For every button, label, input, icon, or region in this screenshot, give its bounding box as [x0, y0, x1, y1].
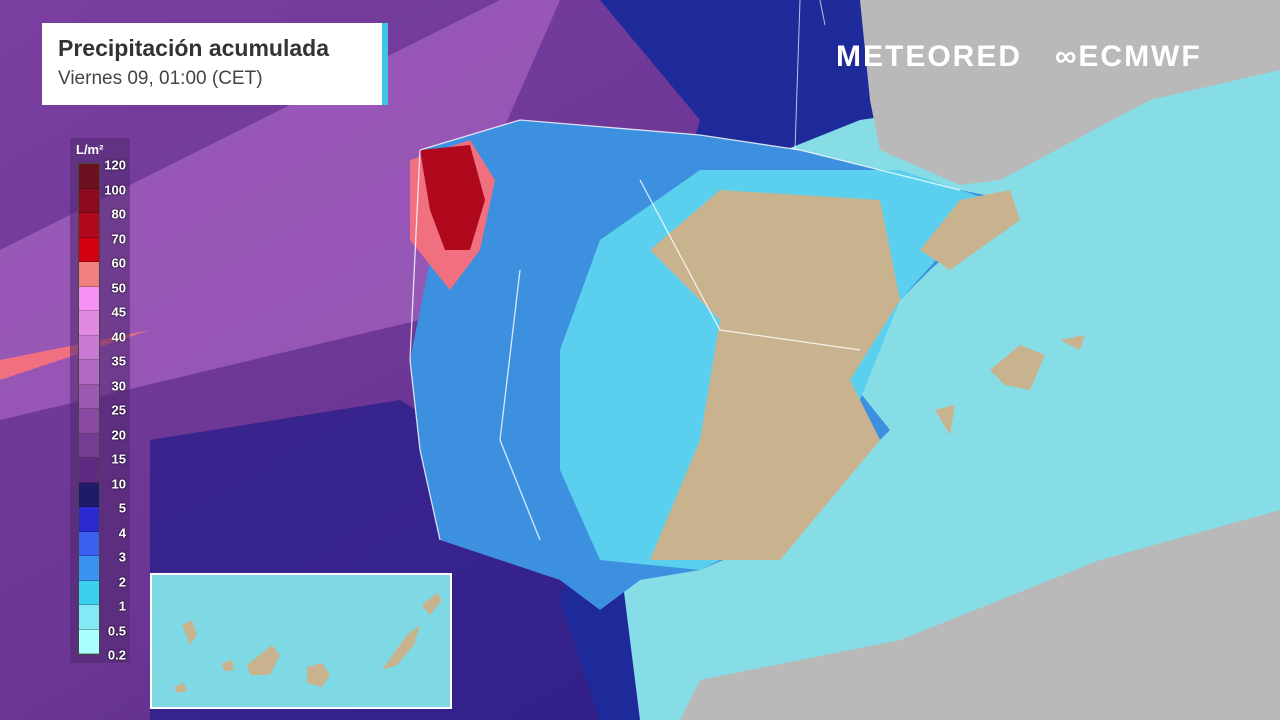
title-box: Precipitación acumulada Viernes 09, 01:0…: [42, 23, 388, 105]
legend-label: 3: [118, 549, 126, 565]
precipitation-legend: L/m² 120 100 80 70 60 50 45 40 35 30 25 20 15 10 5 4 3 2 1…: [70, 138, 130, 663]
legend-bin: [79, 286, 99, 311]
ecmwf-logo: ∞ECMWF: [1055, 40, 1202, 74]
legend-bin: [79, 335, 99, 360]
legend-bin: [79, 164, 99, 189]
legend-label: 50: [111, 280, 126, 295]
island-el-hierro: [174, 683, 187, 693]
legend-bin: [79, 311, 99, 336]
legend-bin: [79, 482, 99, 507]
legend-label: 120: [104, 157, 126, 173]
legend-label: 0.5: [107, 623, 126, 638]
legend-bin: [79, 360, 99, 385]
legend-label: 1: [118, 598, 126, 614]
legend-label: 60: [111, 255, 126, 271]
legend-bin: [79, 507, 99, 532]
meteored-logo: METEORED: [836, 40, 1022, 74]
legend-label: 25: [111, 402, 126, 418]
legend-label: 10: [111, 476, 126, 491]
map-title: Precipitación acumulada: [58, 35, 329, 61]
legend-label: 80: [111, 206, 126, 222]
legend-bin: [79, 531, 99, 556]
legend-bin: [79, 580, 99, 605]
legend-label: 45: [111, 304, 126, 320]
legend-bin: [79, 237, 99, 262]
legend-label: 30: [111, 378, 126, 393]
meteored-logo-text: METEORED: [836, 40, 1023, 73]
legend-bin: [79, 458, 99, 483]
legend-unit: L/m²: [76, 142, 104, 157]
legend-bin: [79, 605, 99, 630]
legend-label: 70: [111, 231, 126, 246]
legend-bin: [79, 556, 99, 581]
island-fuerteventura: [382, 625, 420, 670]
legend-bin: [79, 629, 99, 654]
legend-bin: [79, 384, 99, 409]
island-gran-canaria: [307, 663, 330, 687]
canary-islands-inset: [150, 573, 452, 709]
legend-label: 0.2: [107, 647, 126, 663]
legend-bin: [79, 213, 99, 238]
island-la-palma: [182, 620, 197, 645]
canary-islands-map: [174, 593, 442, 693]
legend-label: 100: [104, 182, 126, 197]
legend-label: 40: [111, 329, 126, 344]
ecmwf-logo-icon: ∞: [1055, 40, 1079, 73]
legend-bin: [79, 409, 99, 434]
island-tenerife: [247, 645, 280, 675]
legend-bin: [79, 188, 99, 213]
island-la-gomera: [222, 660, 234, 671]
legend-color-bar: [78, 163, 100, 655]
legend-bin: [79, 433, 99, 458]
legend-label: 5: [118, 500, 126, 516]
legend-label: 4: [118, 525, 126, 540]
map-timestamp: Viernes 09, 01:00 (CET): [58, 68, 263, 89]
ecmwf-logo-text: ECMWF: [1078, 40, 1202, 73]
island-lanzarote: [422, 593, 442, 615]
legend-bin: [79, 262, 99, 287]
legend-label: 20: [111, 427, 126, 442]
legend-label: 2: [118, 574, 126, 589]
legend-label: 15: [111, 451, 126, 467]
legend-label: 35: [111, 353, 126, 369]
